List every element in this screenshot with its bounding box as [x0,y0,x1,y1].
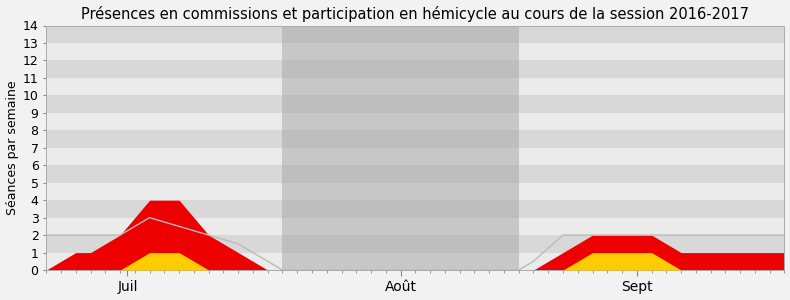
Title: Présences en commissions et participation en hémicycle au cours de la session 20: Présences en commissions et participatio… [81,6,750,22]
Bar [47,200,784,218]
Bar [47,253,784,270]
Bar [47,60,784,78]
Bar [47,113,784,130]
Bar [47,43,784,60]
Bar [47,235,784,253]
Bar [47,95,784,113]
Bar [47,183,784,200]
Bar [47,130,784,148]
Bar [47,78,784,95]
Bar [47,165,784,183]
Y-axis label: Séances par semaine: Séances par semaine [6,80,18,215]
Bar [47,148,784,165]
Bar [47,26,784,43]
Bar [47,218,784,235]
